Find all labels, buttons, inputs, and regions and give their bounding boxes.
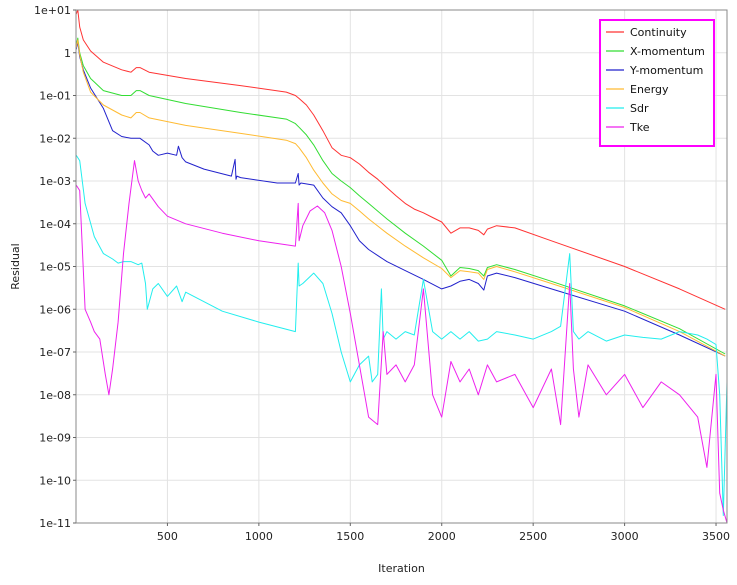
x-axis-title: Iteration	[378, 562, 425, 575]
y-tick-label: 1e-04	[39, 218, 71, 231]
y-tick-label: 1e+01	[34, 4, 71, 17]
series-line-sdr	[76, 155, 727, 516]
x-tick-label: 3000	[611, 530, 639, 543]
y-tick-label: 1e-02	[39, 132, 71, 145]
series-line-x-momentum	[76, 37, 726, 355]
y-tick-label: 1	[64, 47, 71, 60]
x-tick-label: 1000	[245, 530, 273, 543]
legend-label-tke: Tke	[629, 121, 650, 134]
legend-label-continuity: Continuity	[630, 26, 687, 39]
x-tick-label: 1500	[336, 530, 364, 543]
x-tick-label: 3500	[702, 530, 730, 543]
y-tick-label: 1e-03	[39, 175, 71, 188]
legend-label-x-momentum: X-momentum	[630, 45, 705, 58]
y-tick-label: 1e-10	[39, 474, 71, 487]
series-lines	[76, 10, 727, 523]
y-tick-label: 1e-06	[39, 303, 71, 316]
y-tick-label: 1e-11	[39, 517, 71, 530]
series-line-continuity	[76, 10, 726, 310]
y-tick-label: 1e-09	[39, 432, 71, 445]
legend-box	[599, 19, 715, 147]
x-tick-label: 500	[157, 530, 178, 543]
axis-ticks: 1e-11 1e-10 1e-09 1e-08 1e-07 1e-06 1e-05 1e-04…	[34, 4, 730, 543]
series-line-energy	[76, 39, 726, 357]
x-tick-label: 2500	[519, 530, 547, 543]
x-tick-label: 2000	[428, 530, 456, 543]
legend: Continuity X-momentum Y-momentum Energy Sdr T…	[599, 19, 715, 147]
series-line-tke	[76, 160, 727, 523]
legend-label-energy: Energy	[630, 83, 669, 96]
y-tick-label: 1e-08	[39, 389, 71, 402]
y-tick-label: 1e-01	[39, 90, 71, 103]
y-tick-label: 1e-05	[39, 261, 71, 274]
series-line-y-momentum	[76, 41, 726, 357]
legend-label-sdr: Sdr	[630, 102, 649, 115]
y-axis-title: Residual	[9, 243, 22, 289]
legend-label-y-momentum: Y-momentum	[629, 64, 703, 77]
y-tick-label: 1e-07	[39, 346, 71, 359]
